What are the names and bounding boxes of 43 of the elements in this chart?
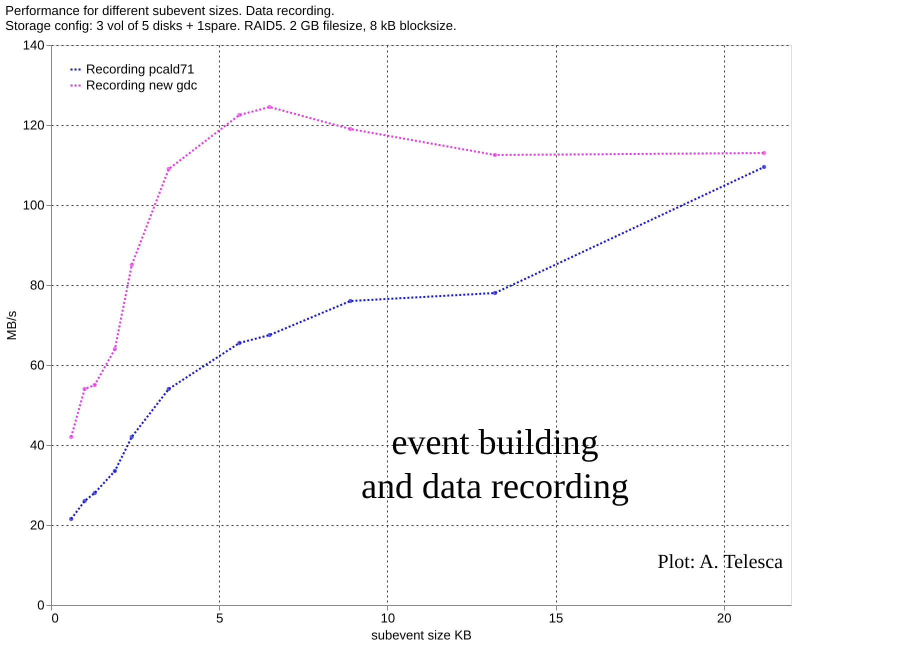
annotation: event building and data recording — [361, 422, 629, 506]
point — [762, 150, 766, 156]
x-axis-title: subevent size KB — [371, 628, 472, 642]
point — [166, 386, 171, 392]
y-tick-label: 140 — [22, 38, 44, 52]
point — [237, 340, 242, 346]
point — [130, 262, 134, 268]
x-tick-label: 5 — [216, 610, 224, 626]
x-tick-label: 10 — [380, 610, 396, 626]
point — [112, 346, 118, 352]
y-tick-label: 40 — [30, 438, 44, 452]
point — [112, 468, 118, 474]
y-tick-label: 120 — [22, 118, 44, 132]
x-tick-label: 15 — [548, 610, 564, 626]
point — [69, 434, 74, 440]
x-tick-label: 0 — [52, 610, 59, 626]
annotation: Plot: A. Telesca — [658, 550, 784, 573]
text: Performance for different subevent sizes. Data recording. — [5, 3, 335, 18]
point — [166, 166, 171, 172]
point — [268, 332, 272, 338]
point — [92, 490, 97, 496]
point — [237, 112, 242, 118]
point — [348, 298, 352, 304]
y-tick-label: 20 — [30, 518, 44, 532]
point — [492, 290, 498, 296]
y-tick-label: 0 — [37, 598, 44, 612]
point — [492, 152, 498, 158]
point — [130, 434, 134, 440]
y-tick-label: 60 — [30, 358, 44, 372]
legend-label: Recording new gdc — [86, 78, 198, 92]
y-tick-label: 80 — [30, 278, 44, 292]
point — [762, 164, 766, 170]
x-tick-label: 20 — [716, 610, 732, 626]
point — [92, 382, 97, 388]
point — [82, 386, 87, 392]
y-tick-label: 100 — [22, 198, 44, 212]
point — [348, 126, 352, 132]
legend-label: Recording pcald71 — [86, 62, 194, 76]
point — [82, 498, 87, 504]
text: Storage config: 3 vol of 5 disks + 1spare. RAID5. 2 GB filesize, 8 kB blocksize. — [5, 18, 457, 33]
point — [268, 104, 272, 110]
y-axis-title: MB/s — [4, 310, 19, 340]
point — [69, 516, 74, 522]
